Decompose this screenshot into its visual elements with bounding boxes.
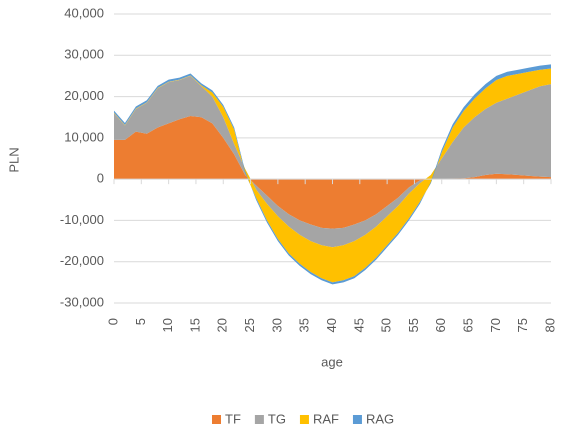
legend-swatch <box>254 415 264 424</box>
y-tick-label: 10,000 <box>64 129 104 144</box>
legend-label: TF <box>225 411 241 425</box>
area <box>114 68 551 283</box>
x-tick-label: 60 <box>433 318 448 332</box>
y-tick-label: -20,000 <box>60 253 104 268</box>
x-axis-label: age <box>321 354 343 369</box>
legend-label: TG <box>268 411 286 425</box>
legend-swatch <box>212 415 221 424</box>
y-axis-label: PLN <box>6 147 21 172</box>
area <box>114 115 551 229</box>
x-tick-label: 35 <box>297 318 312 332</box>
x-tick-label: 20 <box>215 318 230 332</box>
x-tick-label: 65 <box>461 318 476 332</box>
x-tick-label: 25 <box>242 318 257 332</box>
x-tick-label: 10 <box>160 318 175 332</box>
x-tick-label: 30 <box>269 318 284 332</box>
x-tick-label: 50 <box>379 318 394 332</box>
x-tick-label: 55 <box>406 318 421 332</box>
y-tick-label: 40,000 <box>64 5 104 20</box>
x-tick-label: 70 <box>488 318 503 332</box>
y-tick-label: -30,000 <box>60 294 104 309</box>
x-tick-label: 15 <box>187 318 202 332</box>
x-tick-label: 40 <box>324 318 339 332</box>
area <box>114 64 551 285</box>
legend-label: RAG <box>366 411 394 425</box>
y-tick-label: -10,000 <box>60 212 104 227</box>
legend: TF TG RAF RAG <box>212 411 394 426</box>
y-tick-label: 0 <box>97 171 104 186</box>
x-tick-label: 0 <box>105 318 120 325</box>
legend-label: RAF <box>313 411 339 425</box>
x-tick-label: 45 <box>351 318 366 332</box>
legend-swatch <box>352 415 362 424</box>
legend-swatch <box>299 415 309 424</box>
y-tick-label: 20,000 <box>64 88 104 103</box>
y-tick-label: 30,000 <box>64 47 104 62</box>
x-tick-label: 75 <box>515 318 530 332</box>
area <box>114 75 551 248</box>
x-tick-label: 5 <box>133 318 148 325</box>
x-tick-label: 80 <box>542 318 557 332</box>
